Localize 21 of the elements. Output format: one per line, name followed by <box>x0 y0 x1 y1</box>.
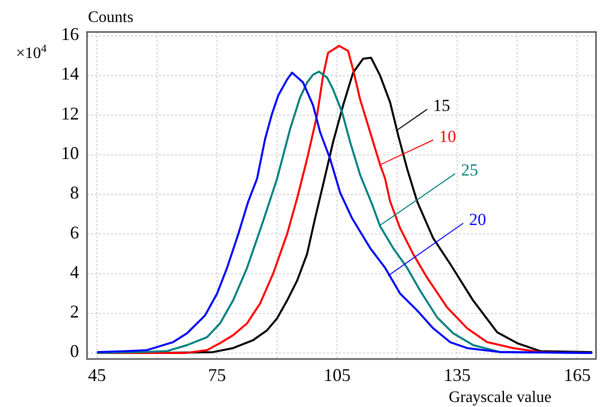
x-tick-label: 105 <box>324 365 351 385</box>
y-tick-label: 16 <box>61 24 79 44</box>
text: ×10$^{4}$ <box>16 43 48 62</box>
y-tick-label: 2 <box>70 302 79 322</box>
text: 25 <box>461 160 478 180</box>
text: 15 <box>433 96 450 116</box>
x-axis-title: Grayscale value <box>448 389 552 406</box>
y-tick-label: 14 <box>61 64 79 84</box>
y-tick-label: 6 <box>70 222 79 242</box>
y-tick-label: 4 <box>70 262 79 282</box>
y-tick-label: 8 <box>70 182 79 203</box>
x-tick-label: 165 <box>564 365 591 385</box>
x-tick-label: 45 <box>88 365 106 385</box>
y-axis-title: Counts <box>88 9 134 26</box>
x-tick-label: 75 <box>208 365 226 385</box>
y-tick-label: 12 <box>61 103 79 124</box>
y-tick-label: 10 <box>61 143 79 163</box>
text: 10 <box>439 126 456 146</box>
x-tick-label: 135 <box>444 365 471 385</box>
text: 20 <box>469 210 486 230</box>
y-tick-label: 0 <box>70 341 79 362</box>
